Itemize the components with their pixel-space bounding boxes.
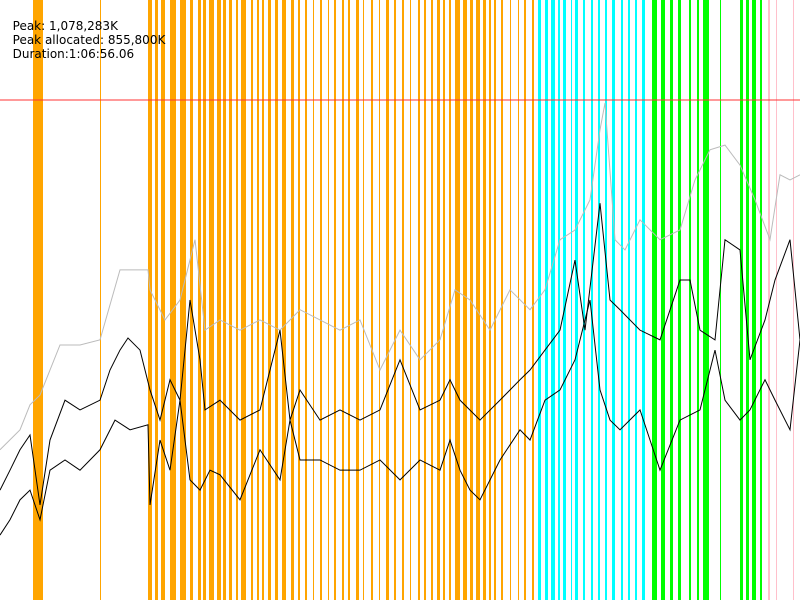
peak-allocated-text: Peak allocated: 855,800K (12, 33, 166, 47)
event-band (545, 0, 548, 600)
event-band (740, 0, 743, 600)
event-band (591, 0, 593, 600)
event-band (443, 0, 445, 600)
event-band (558, 0, 560, 600)
event-band (571, 0, 572, 600)
event-band (720, 0, 721, 600)
event-band (635, 0, 637, 600)
event-band (363, 0, 364, 600)
event-band (161, 0, 165, 600)
event-band (217, 0, 221, 600)
event-band (760, 0, 762, 600)
event-band (598, 0, 600, 600)
event-band (494, 0, 496, 600)
event-band (356, 0, 359, 600)
event-band (642, 0, 645, 600)
event-band (257, 0, 259, 600)
event-band (291, 0, 294, 600)
event-band (180, 0, 186, 600)
event-band (251, 0, 253, 600)
event-band (348, 0, 350, 600)
event-band (236, 0, 238, 600)
event-band (379, 0, 380, 600)
event-band (532, 0, 534, 600)
event-band (670, 0, 673, 600)
event-band (621, 0, 623, 600)
event-band (583, 0, 585, 600)
event-band (661, 0, 665, 600)
event-band (268, 0, 271, 600)
event-band (703, 0, 709, 600)
event-band (386, 0, 389, 600)
event-band (510, 0, 511, 600)
event-band (437, 0, 440, 600)
event-band (402, 0, 404, 600)
event-band (418, 0, 420, 600)
duration-text: Duration:1:06:56.06 (12, 47, 135, 61)
event-band (431, 0, 433, 600)
event-band (33, 0, 43, 600)
event-band (551, 0, 555, 600)
memory-line (0, 102, 800, 451)
event-band (746, 0, 749, 600)
event-band (689, 0, 691, 600)
event-band (275, 0, 278, 600)
event-band (628, 0, 630, 600)
event-band (100, 0, 101, 600)
event-band (241, 0, 246, 600)
event-band (483, 0, 486, 600)
event-band (410, 0, 411, 600)
event-band (652, 0, 657, 600)
peak-text: Peak: 1,078,283K (12, 19, 118, 33)
event-band (298, 0, 300, 600)
event-band (776, 0, 777, 600)
event-band (371, 0, 373, 600)
event-band (203, 0, 206, 600)
event-band (262, 0, 264, 600)
event-band (209, 0, 214, 600)
event-band (305, 0, 307, 600)
event-band (538, 0, 541, 600)
event-band (155, 0, 158, 600)
event-band (678, 0, 681, 600)
header: Peak: 1,078,283K Peak allocated: 855,800… (5, 5, 175, 61)
event-band (320, 0, 322, 600)
event-band (328, 0, 329, 600)
event-band (313, 0, 314, 600)
event-band (489, 0, 491, 600)
event-band (463, 0, 467, 600)
event-band (342, 0, 344, 600)
memory-line (0, 203, 800, 506)
event-band (170, 0, 176, 600)
event-band (612, 0, 615, 600)
event-band (793, 0, 794, 600)
event-band (190, 0, 193, 600)
event-band (605, 0, 607, 600)
event-band (752, 0, 756, 600)
event-band (334, 0, 336, 600)
event-band (455, 0, 460, 600)
event-band (282, 0, 286, 600)
memory-line (0, 299, 800, 536)
event-band (229, 0, 232, 600)
event-band (768, 0, 770, 600)
event-band (223, 0, 226, 600)
event-band (470, 0, 473, 600)
event-band (198, 0, 201, 600)
event-band (424, 0, 426, 600)
event-band (697, 0, 699, 600)
event-band (148, 0, 152, 600)
event-band (518, 0, 519, 600)
event-band (524, 0, 526, 600)
event-band (394, 0, 396, 600)
event-band (449, 0, 451, 600)
event-band (476, 0, 480, 600)
event-band (563, 0, 566, 600)
event-band (501, 0, 503, 600)
event-band (575, 0, 578, 600)
